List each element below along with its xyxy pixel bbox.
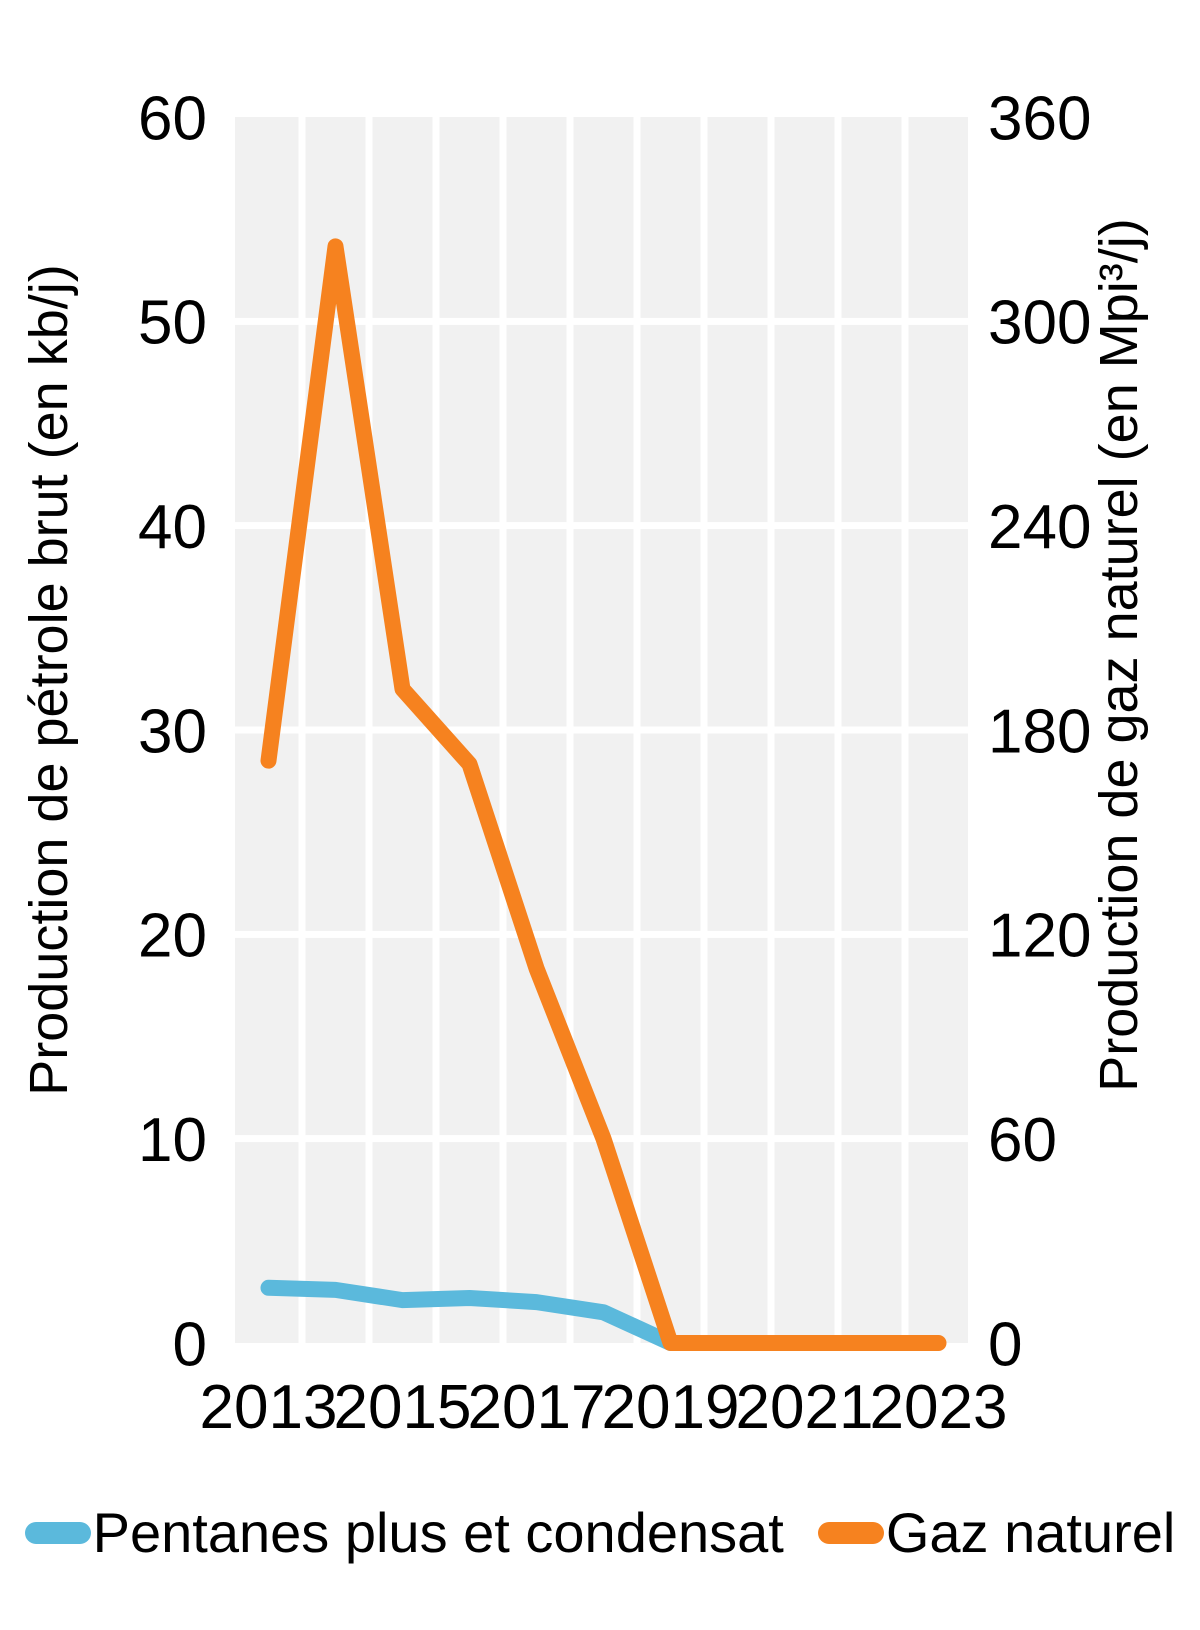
left-axis-tick: 0 <box>173 1310 207 1379</box>
x-axis-tick: 2013 <box>200 1373 338 1442</box>
left-axis-tick-labels: 0 10 20 30 40 50 60 <box>138 84 207 1379</box>
series-line-gaz <box>260 238 947 1351</box>
right-axis-tick: 360 <box>988 84 1091 153</box>
x-axis-tick: 2023 <box>870 1373 1008 1442</box>
x-axis-tick: 2017 <box>468 1373 606 1442</box>
right-axis-tick: 0 <box>988 1310 1022 1379</box>
data-series <box>260 238 947 1351</box>
legend-item-gaz: Gaz naturel <box>817 1500 1176 1565</box>
left-axis-tick: 50 <box>138 289 207 358</box>
right-axis-tick: 180 <box>988 697 1091 766</box>
x-axis-tick: 2021 <box>736 1373 874 1442</box>
gaz-line-swatch-icon <box>817 1521 884 1544</box>
left-axis-tick: 20 <box>138 902 207 971</box>
legend-label-pentanes: Pentanes plus et condensat <box>92 1501 784 1564</box>
right-axis-tick: 120 <box>988 902 1091 971</box>
right-axis-tick-labels: 0 60 120 180 240 300 360 <box>988 84 1091 1379</box>
left-axis-tick: 40 <box>138 493 207 562</box>
pentanes-line-swatch-icon <box>24 1521 91 1544</box>
right-axis-tick: 240 <box>988 493 1091 562</box>
right-axis-tick: 300 <box>988 289 1091 358</box>
x-axis-tick: 2019 <box>602 1373 740 1442</box>
left-axis-title: Production de pétrole brut (en kb/j) <box>19 264 79 1096</box>
x-axis-tick: 2015 <box>334 1373 472 1442</box>
left-axis-tick: 10 <box>138 1106 207 1175</box>
right-axis-title: Production de gaz naturel (en Mpi³/j) <box>1089 218 1149 1092</box>
legend: Pentanes plus et condensat Gaz naturel <box>0 1500 1200 1565</box>
series-line-pentanes <box>260 1279 679 1351</box>
left-axis-tick: 60 <box>138 84 207 153</box>
left-axis-tick: 30 <box>138 697 207 766</box>
legend-item-pentanes: Pentanes plus et condensat <box>24 1500 784 1565</box>
right-axis-tick: 60 <box>988 1106 1057 1175</box>
legend-label-gaz: Gaz naturel <box>885 1501 1176 1564</box>
